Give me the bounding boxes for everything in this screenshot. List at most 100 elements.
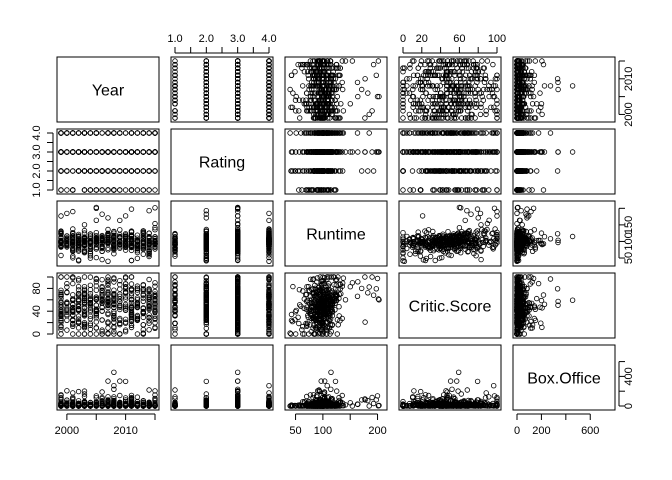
point — [463, 218, 468, 223]
point — [118, 188, 123, 193]
point — [65, 211, 70, 216]
point — [129, 258, 134, 263]
point — [71, 131, 76, 136]
point — [94, 131, 99, 136]
point — [141, 188, 146, 193]
point — [371, 62, 376, 67]
point — [135, 256, 140, 261]
point — [478, 112, 483, 117]
point — [59, 253, 64, 258]
point — [409, 98, 414, 103]
point — [536, 131, 541, 136]
point — [118, 150, 123, 155]
point — [367, 112, 372, 117]
point — [123, 214, 128, 219]
point — [363, 77, 368, 82]
point — [356, 94, 361, 99]
point — [135, 131, 140, 136]
point — [100, 131, 105, 136]
point — [94, 188, 99, 193]
point — [82, 223, 87, 228]
point — [356, 150, 361, 155]
point — [538, 91, 543, 96]
point — [304, 91, 309, 96]
point — [401, 188, 406, 193]
point — [153, 188, 158, 193]
point — [153, 169, 158, 174]
point — [76, 131, 81, 136]
point — [106, 259, 111, 264]
point — [366, 91, 371, 96]
point — [147, 188, 152, 193]
diagonal-label-year: Year — [92, 83, 125, 100]
point — [106, 169, 111, 174]
point — [59, 150, 64, 155]
point — [420, 214, 425, 219]
point — [288, 131, 293, 136]
point — [147, 169, 152, 174]
point — [401, 230, 406, 235]
point — [492, 206, 497, 211]
point — [401, 116, 406, 121]
point — [556, 150, 561, 155]
point — [476, 216, 481, 221]
point — [341, 109, 346, 114]
point — [141, 169, 146, 174]
point — [100, 169, 105, 174]
point — [479, 223, 484, 228]
point — [359, 169, 364, 174]
point — [475, 207, 480, 212]
point — [129, 188, 134, 193]
panel-year-vs-rating-frame — [171, 57, 273, 122]
point — [299, 131, 304, 136]
point — [489, 80, 494, 85]
point — [118, 228, 123, 233]
point — [348, 102, 353, 107]
point — [410, 169, 415, 174]
point — [530, 188, 535, 193]
point — [123, 131, 128, 136]
point — [363, 116, 368, 121]
point — [297, 188, 302, 193]
point — [65, 169, 70, 174]
point — [129, 150, 134, 155]
point — [267, 218, 272, 223]
point — [570, 234, 575, 239]
point — [457, 225, 462, 230]
point — [433, 258, 438, 263]
point — [65, 150, 70, 155]
point — [355, 80, 360, 85]
point — [135, 150, 140, 155]
point — [153, 206, 158, 211]
panel-rating-vs-box-office-frame — [513, 129, 615, 194]
point — [129, 207, 134, 212]
point — [534, 169, 539, 174]
point — [480, 59, 485, 64]
point — [123, 169, 128, 174]
point — [59, 214, 64, 219]
point — [59, 131, 64, 136]
point — [123, 188, 128, 193]
point — [294, 131, 299, 136]
point — [408, 188, 413, 193]
point — [536, 109, 541, 114]
point — [355, 131, 360, 136]
panel-rating-vs-year-frame — [57, 129, 159, 194]
point — [297, 116, 302, 121]
point — [135, 188, 140, 193]
point — [555, 232, 560, 237]
point — [548, 131, 553, 136]
point — [556, 87, 561, 92]
point — [340, 87, 345, 92]
point — [485, 59, 490, 64]
point — [147, 208, 152, 213]
point — [112, 188, 117, 193]
point — [112, 169, 117, 174]
point — [106, 131, 111, 136]
point — [76, 169, 81, 174]
point — [293, 69, 298, 74]
point — [367, 131, 372, 136]
point — [478, 211, 483, 216]
point — [533, 59, 538, 64]
